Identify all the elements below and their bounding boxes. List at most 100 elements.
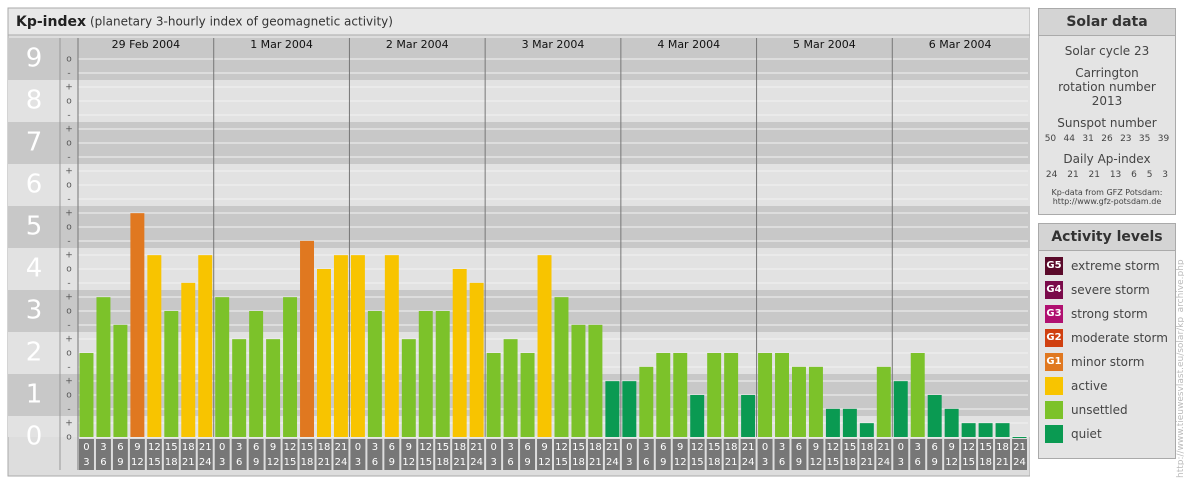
hour-label: 6 xyxy=(100,457,106,468)
hour-label: 15 xyxy=(301,442,314,453)
hour-label: 0 xyxy=(355,442,361,453)
hour-label: 21 xyxy=(742,442,755,453)
minor-label: o xyxy=(66,97,72,107)
hour-box xyxy=(299,439,315,470)
bar xyxy=(198,255,213,437)
hour-box xyxy=(180,439,196,470)
ap-value: 21 xyxy=(1088,170,1100,180)
hour-box xyxy=(146,439,162,470)
hour-box xyxy=(350,439,366,470)
hour-label: 6 xyxy=(915,457,921,468)
hour-box xyxy=(842,439,858,470)
legend-swatch xyxy=(1045,401,1063,419)
legend-swatch xyxy=(1045,377,1063,395)
hour-label: 6 xyxy=(389,442,395,453)
hour-label: 3 xyxy=(762,457,768,468)
credit: Kp-data from GFZ Potsdam: http://www.gfz-… xyxy=(1041,188,1173,206)
bar xyxy=(130,213,145,437)
hour-box xyxy=(384,439,400,470)
bar xyxy=(520,353,535,437)
hour-box xyxy=(995,439,1011,470)
hour-label: 9 xyxy=(117,457,123,468)
minor-label: o xyxy=(66,349,72,359)
hour-label: 9 xyxy=(541,442,547,453)
y-tick-label: 5 xyxy=(26,212,43,242)
hour-label: 15 xyxy=(979,442,992,453)
hour-label: 18 xyxy=(572,457,585,468)
hour-label: 0 xyxy=(219,442,225,453)
bar xyxy=(79,353,94,437)
hour-label: 21 xyxy=(725,457,738,468)
hour-label: 24 xyxy=(1013,457,1026,468)
hour-box xyxy=(672,439,688,470)
minor-label: + xyxy=(65,167,73,177)
hour-label: 15 xyxy=(691,457,704,468)
bar xyxy=(452,269,467,437)
bar xyxy=(571,324,586,437)
hour-box xyxy=(893,439,909,470)
hour-label: 15 xyxy=(572,442,585,453)
hour-label: 24 xyxy=(199,457,212,468)
hour-box xyxy=(876,439,892,470)
bar xyxy=(181,282,196,437)
bar xyxy=(910,353,925,437)
hour-box xyxy=(112,439,128,470)
hour-label: 18 xyxy=(453,442,466,453)
hour-label: 15 xyxy=(436,442,449,453)
minor-label: + xyxy=(65,251,73,261)
bar xyxy=(859,423,874,437)
hour-label: 3 xyxy=(236,442,242,453)
legend-item: active xyxy=(1045,377,1169,395)
hour-label: 18 xyxy=(979,457,992,468)
hour-label: 3 xyxy=(355,457,361,468)
hour-label: 0 xyxy=(83,442,89,453)
bar xyxy=(588,324,603,437)
bar xyxy=(808,366,823,437)
hour-label: 3 xyxy=(915,442,921,453)
hour-label: 3 xyxy=(643,442,649,453)
legend-label: extreme storm xyxy=(1071,259,1160,273)
bar xyxy=(656,353,671,437)
y-tick-label: 8 xyxy=(26,86,43,116)
hour-label: 3 xyxy=(507,442,513,453)
minor-label: o xyxy=(66,265,72,275)
bar xyxy=(266,339,281,437)
hour-label: 3 xyxy=(626,457,632,468)
hour-box xyxy=(808,439,824,470)
hour-label: 21 xyxy=(453,457,466,468)
chart: Kp-index (planetary 3-hourly index of ge… xyxy=(7,7,1030,477)
bar xyxy=(384,255,399,437)
hour-label: 21 xyxy=(606,442,619,453)
ap-value: 21 xyxy=(1067,170,1079,180)
legend-label: active xyxy=(1071,379,1108,393)
hour-label: 3 xyxy=(100,442,106,453)
y-tick-label: 4 xyxy=(26,254,43,284)
minor-label: - xyxy=(67,195,70,205)
minor-label: - xyxy=(67,111,70,121)
hour-label: 3 xyxy=(898,457,904,468)
bar xyxy=(418,311,433,437)
hour-label: 6 xyxy=(796,442,802,453)
hour-box xyxy=(435,439,451,470)
legend-label: severe storm xyxy=(1071,283,1150,297)
legend-item: unsettled xyxy=(1045,401,1169,419)
hour-label: 21 xyxy=(182,457,195,468)
hour-label: 12 xyxy=(810,457,823,468)
legend-title: Activity levels xyxy=(1039,224,1175,251)
bar xyxy=(435,311,450,437)
bar xyxy=(215,297,230,437)
y-tick-label: 3 xyxy=(26,296,43,326)
minor-label: o xyxy=(66,181,72,191)
hour-box xyxy=(604,439,620,470)
legend-label: strong storm xyxy=(1071,307,1148,321)
minor-label: - xyxy=(67,69,70,79)
legend-item: G4 severe storm xyxy=(1045,281,1169,299)
minor-label: o xyxy=(66,391,72,401)
sunspot-value: 39 xyxy=(1157,134,1170,144)
bar xyxy=(486,353,501,437)
legend-swatch: G5 xyxy=(1045,257,1063,275)
hour-label: 18 xyxy=(436,457,449,468)
hour-label: 18 xyxy=(182,442,195,453)
legend-item: G1 minor storm xyxy=(1045,353,1169,371)
legend: Activity levels G5 extreme storm G4 severe … xyxy=(1038,223,1176,459)
